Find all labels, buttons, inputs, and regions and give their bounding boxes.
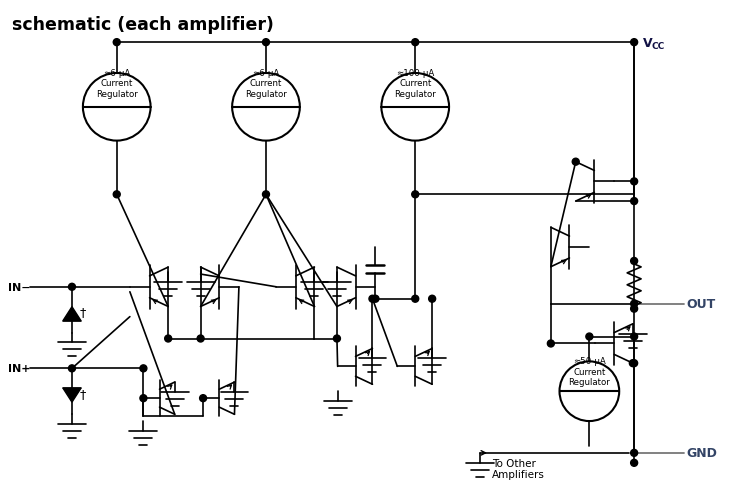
Circle shape (262, 191, 270, 198)
Circle shape (140, 365, 147, 372)
Circle shape (630, 459, 638, 466)
Text: †: † (80, 306, 86, 319)
Text: ≈100-μA
Current
Regulator: ≈100-μA Current Regulator (395, 69, 436, 99)
Circle shape (630, 178, 638, 185)
Circle shape (630, 301, 638, 308)
Text: ≈6-μA
Current
Regulator: ≈6-μA Current Regulator (245, 69, 287, 99)
Circle shape (69, 284, 75, 291)
Circle shape (200, 395, 207, 402)
Text: GND: GND (687, 446, 718, 459)
Text: ≈6-μA
Current
Regulator: ≈6-μA Current Regulator (96, 69, 137, 99)
Circle shape (113, 40, 120, 47)
Circle shape (69, 365, 75, 372)
Polygon shape (63, 307, 81, 321)
Text: schematic (each amplifier): schematic (each amplifier) (13, 16, 274, 34)
Text: ≈50-μA
Current
Regulator: ≈50-μA Current Regulator (568, 357, 610, 386)
Circle shape (140, 395, 147, 402)
Text: IN+: IN+ (7, 364, 30, 374)
Text: IN−: IN− (7, 282, 30, 292)
Text: To Other
Amplifiers: To Other Amplifiers (492, 458, 545, 479)
Text: †: † (80, 387, 86, 400)
Circle shape (333, 335, 341, 342)
Circle shape (113, 191, 120, 198)
Circle shape (572, 159, 579, 166)
Circle shape (412, 40, 419, 47)
Polygon shape (63, 388, 81, 402)
Text: CC: CC (651, 42, 664, 51)
Circle shape (586, 333, 593, 340)
Circle shape (630, 306, 638, 313)
Circle shape (630, 449, 638, 456)
Circle shape (412, 191, 419, 198)
Text: $\mathbf{V}$: $\mathbf{V}$ (642, 37, 654, 50)
Circle shape (369, 296, 376, 303)
Circle shape (630, 258, 638, 265)
Text: OUT: OUT (687, 298, 716, 311)
Circle shape (630, 360, 636, 367)
Circle shape (630, 333, 638, 340)
Circle shape (630, 198, 638, 205)
Circle shape (630, 40, 638, 47)
Circle shape (372, 296, 379, 303)
Circle shape (165, 335, 171, 342)
Circle shape (412, 296, 419, 303)
Circle shape (548, 340, 554, 347)
Circle shape (197, 335, 204, 342)
Circle shape (262, 40, 270, 47)
Circle shape (429, 296, 435, 303)
Circle shape (630, 360, 638, 367)
